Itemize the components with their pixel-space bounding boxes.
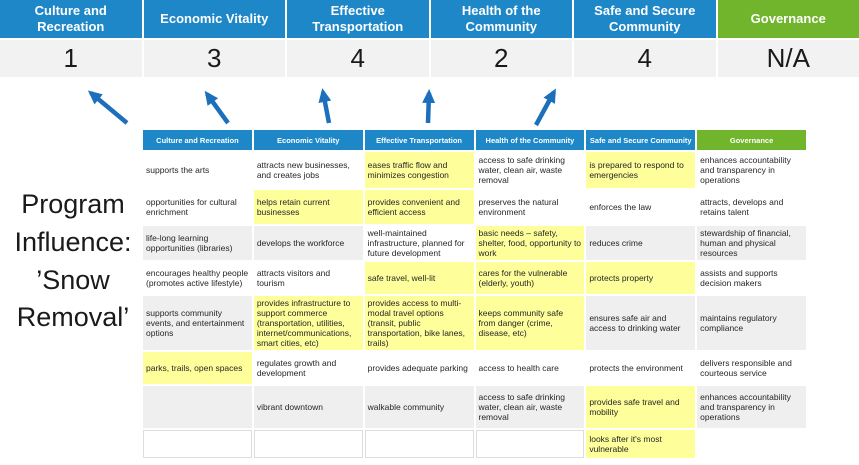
matrix-header-3: Effective Transportation	[364, 130, 474, 150]
matrix-cell-r7-c6: enhances accountability and transparency…	[697, 386, 806, 428]
priority-scoreboard: Culture and Recreation Economic Vitality E…	[0, 0, 859, 77]
matrix-cell-r8-c1	[143, 430, 252, 458]
program-influence-label: Program Influence: ’Snow Removal’	[14, 189, 132, 333]
matrix-cell-r7-c3: walkable community	[364, 386, 474, 428]
matrix-cell-r4-c2: attracts visitors and tourism	[253, 262, 363, 294]
matrix-cell-r3-c6: stewardship of financial, human and phys…	[697, 226, 806, 260]
matrix-cell-r5-c6: maintains regulatory compliance	[697, 296, 806, 350]
matrix-cell-r3-c4: basic needs – safety, shelter, food, opp…	[475, 226, 585, 260]
matrix-cell-r1-c1: supports the arts	[143, 152, 252, 188]
matrix-cell-r7-c2: vibrant downtown	[253, 386, 363, 428]
matrix-cell-r6-c2: regulates growth and development	[253, 352, 363, 384]
matrix-cell-r1-c3: eases traffic flow and minimizes congest…	[364, 152, 474, 188]
scoreboard-header-5: Safe and Secure Community	[574, 0, 716, 38]
matrix-cell-r6-c6: delivers responsible and courteous servi…	[697, 352, 806, 384]
influence-arrow	[204, 90, 230, 125]
matrix-cell-r2-c6: attracts, develops and retains talent	[697, 190, 806, 224]
matrix-header-2: Economic Vitality	[253, 130, 363, 150]
matrix-cell-r3-c2: develops the workforce	[253, 226, 363, 260]
scoreboard-header-6: Governance	[717, 0, 859, 38]
influence-arrows	[87, 88, 556, 127]
scoreboard-score-5: 4	[574, 40, 716, 77]
matrix-cell-r8-c6	[697, 430, 806, 458]
priority-matrix: Culture and Recreation Economic Vitality E…	[143, 130, 806, 458]
matrix-cell-r8-c2	[253, 430, 363, 458]
matrix-cell-r1-c6: enhances accountability and transparency…	[697, 152, 806, 188]
matrix-cell-r5-c2: provides infrastructure to support comme…	[253, 296, 363, 350]
matrix-cell-r4-c3: safe travel, well-lit	[364, 262, 474, 294]
influence-arrow	[318, 88, 332, 124]
matrix-cell-r8-c3	[364, 430, 474, 458]
scoreboard-score-3: 4	[287, 40, 429, 77]
matrix-cell-r7-c1	[143, 386, 252, 428]
matrix-cell-r3-c3: well-maintained infrastructure, planned …	[364, 226, 474, 260]
matrix-cell-r4-c6: assists and supports decision makers	[697, 262, 806, 294]
matrix-header-1: Culture and Recreation	[143, 130, 252, 150]
matrix-cell-r7-c4: access to safe drinking water, clean air…	[475, 386, 585, 428]
scoreboard-score-1: 1	[0, 40, 142, 77]
matrix-cell-r7-c5: provides safe travel and mobility	[586, 386, 696, 428]
matrix-cell-r2-c5: enforces the law	[586, 190, 696, 224]
matrix-cell-r2-c1: opportunities for cultural enrichment	[143, 190, 252, 224]
influence-arrow	[534, 88, 556, 127]
matrix-cell-r8-c4	[475, 430, 585, 458]
matrix-cell-r4-c4: cares for the vulnerable (elderly, youth…	[475, 262, 585, 294]
matrix-cell-r6-c5: protects the environment	[586, 352, 696, 384]
matrix-cell-r4-c1: encourages healthy people (promotes acti…	[143, 262, 252, 294]
matrix-cell-r6-c3: provides adequate parking	[364, 352, 474, 384]
matrix-header-5: Safe and Secure Community	[586, 130, 696, 150]
matrix-cell-r1-c2: attracts new businesses, and creates job…	[253, 152, 363, 188]
matrix-cell-r3-c5: reduces crime	[586, 226, 696, 260]
matrix-cell-r1-c5: is prepared to respond to emergencies	[586, 152, 696, 188]
matrix-cell-r5-c4: keeps community safe from danger (crime,…	[475, 296, 585, 350]
matrix-header-6: Governance	[697, 130, 806, 150]
scoreboard-score-4: 2	[430, 40, 572, 77]
matrix-cell-r4-c5: protects property	[586, 262, 696, 294]
influence-arrow	[87, 90, 129, 125]
scoreboard-header-2: Economic Vitality	[143, 0, 285, 38]
matrix-cell-r5-c3: provides access to multi-modal travel op…	[364, 296, 474, 350]
scoreboard-header-3: Effective Transportation	[287, 0, 429, 38]
scoreboard-header-1: Culture and Recreation	[0, 0, 142, 38]
matrix-cell-r6-c1: parks, trails, open spaces	[143, 352, 252, 384]
scoreboard-header-4: Health of the Community	[430, 0, 572, 38]
matrix-cell-r1-c4: access to safe drinking water, clean air…	[475, 152, 585, 188]
matrix-cell-r2-c2: helps retain current businesses	[253, 190, 363, 224]
scoreboard-score-2: 3	[143, 40, 285, 77]
matrix-cell-r6-c4: access to health care	[475, 352, 585, 384]
matrix-header-4: Health of the Community	[475, 130, 585, 150]
scoreboard-score-6: N/A	[717, 40, 859, 77]
matrix-cell-r2-c4: preserves the natural environment	[475, 190, 585, 224]
influence-arrow	[422, 89, 436, 124]
matrix-cell-r5-c1: supports community events, and entertain…	[143, 296, 252, 350]
matrix-cell-r2-c3: provides convenient and efficient access	[364, 190, 474, 224]
matrix-cell-r5-c5: ensures safe air and access to drinking …	[586, 296, 696, 350]
matrix-cell-r3-c1: life-long learning opportunities (librar…	[143, 226, 252, 260]
matrix-cell-r8-c5: looks after it's most vulnerable	[586, 430, 696, 458]
